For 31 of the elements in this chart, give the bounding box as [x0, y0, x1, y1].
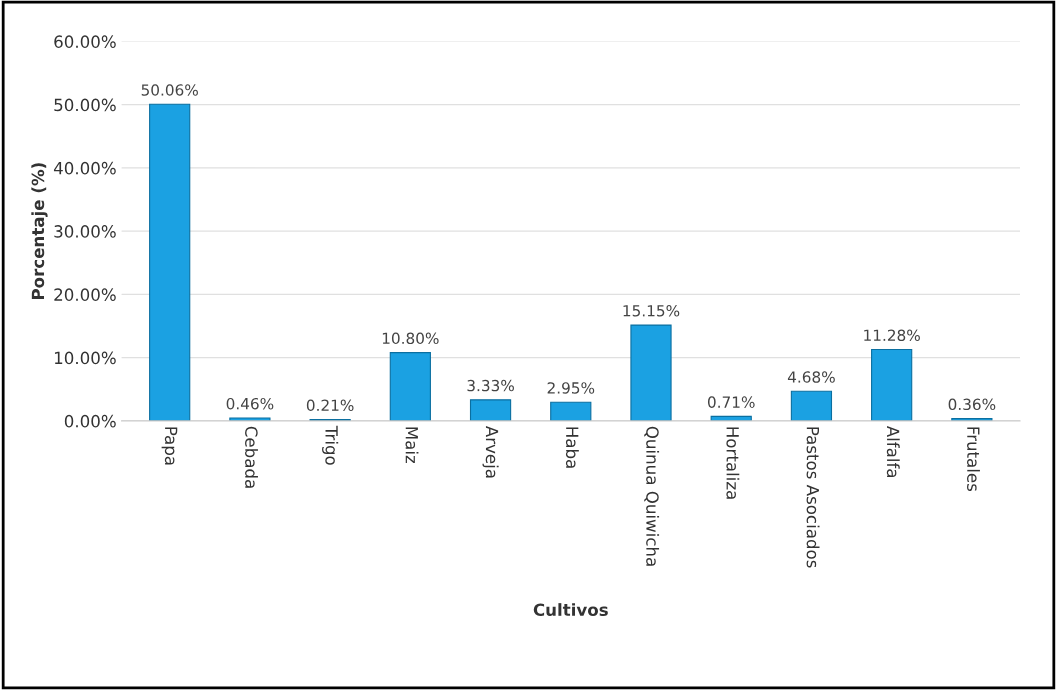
data-label: 3.33% — [467, 379, 514, 392]
data-label: 0.36% — [948, 398, 996, 411]
x-tick-label: Alfalfa — [886, 425, 900, 478]
data-label: 4.68% — [787, 371, 835, 383]
x-tick-label: Quinua Quiwicha — [644, 426, 660, 566]
y-tick-label: 50.00% — [54, 98, 116, 112]
x-tick-label: Cebada — [245, 426, 258, 488]
data-label: 50.06% — [141, 84, 198, 96]
y-tick-label: 40.00% — [53, 161, 116, 175]
x-tick-label: Frutales — [967, 427, 980, 492]
x-tick-label: Arveja — [482, 425, 499, 478]
y-tick-label: 30.00% — [54, 225, 116, 238]
data-label: 0.21% — [306, 399, 354, 412]
data-label: 0.71% — [707, 396, 755, 408]
x-tick-label: Maiz — [405, 427, 419, 464]
y-axis-title: Porcentaje (%) — [31, 163, 48, 300]
x-tick-label: Trigo — [322, 425, 339, 465]
x-tick-label: Hortaliza — [726, 427, 740, 499]
y-tick-label: 20.00% — [54, 288, 116, 301]
y-tick-label: 10.00% — [54, 351, 116, 365]
data-label: 2.95% — [547, 382, 595, 394]
data-label: 11.28% — [864, 329, 920, 342]
data-label: 10.80% — [382, 332, 439, 345]
data-label: 15.15% — [623, 305, 680, 317]
y-tick-label: 60.00% — [54, 35, 116, 48]
data-label: 0.46% — [226, 397, 274, 410]
x-axis-title: Cultivos — [533, 603, 608, 617]
y-tick-label: 0.00% — [64, 414, 116, 428]
x-tick-label: Haba — [565, 427, 579, 468]
x-tick-label: Papa — [161, 427, 178, 465]
x-tick-label: Pastos Asociados — [806, 427, 820, 568]
